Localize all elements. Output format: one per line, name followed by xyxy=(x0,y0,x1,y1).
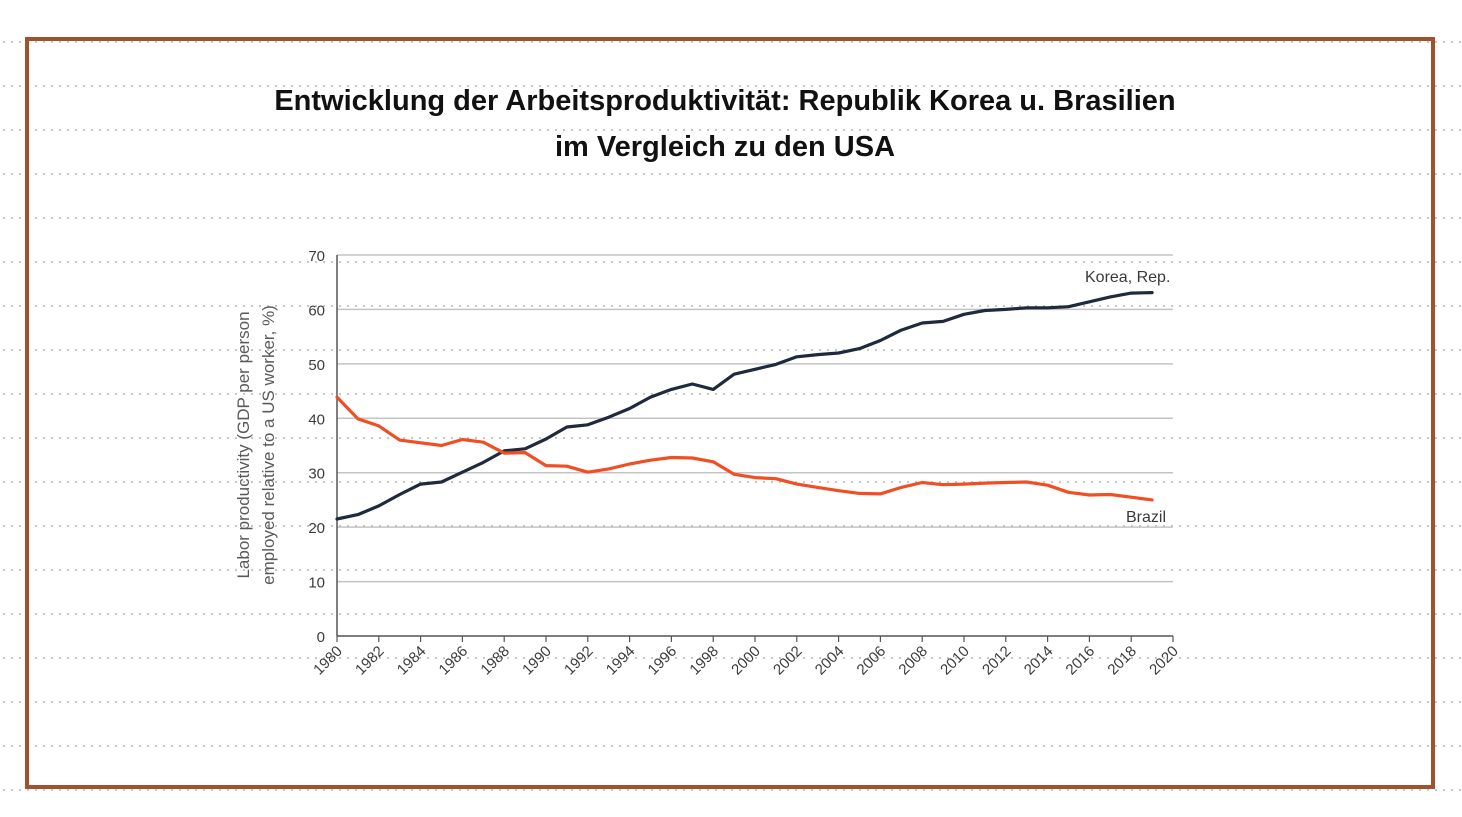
series-lines xyxy=(335,291,1154,521)
slide-frame xyxy=(25,37,1435,789)
slide-title: Entwicklung der Arbeitsproduktivität: Re… xyxy=(120,78,1330,170)
series-label-korea: Korea, Rep. xyxy=(1085,269,1170,286)
x-tick-label: 1994 xyxy=(603,643,639,679)
y-tick-label: 30 xyxy=(308,466,325,483)
x-tick-label: 1984 xyxy=(394,643,430,679)
x-tick-label: 1988 xyxy=(477,643,513,679)
x-tick-label: 2010 xyxy=(937,643,973,679)
y-tick-label: 70 xyxy=(308,248,325,265)
x-tick-label: 2008 xyxy=(895,643,931,679)
x-tick-label: 2006 xyxy=(854,643,890,679)
slide-title-line-1: Entwicklung der Arbeitsproduktivität: Re… xyxy=(274,85,1176,117)
labels: Labor productivity (GDP per person emplo… xyxy=(234,269,1170,585)
y-axis-title-line-1: Labor productivity (GDP per person xyxy=(234,311,253,578)
y-tick-label: 60 xyxy=(308,302,325,319)
x-tick-label: 1980 xyxy=(310,643,346,679)
x-tick-label: 2020 xyxy=(1146,643,1182,679)
y-axis-title-line-2: employed relative to a US worker, %) xyxy=(259,305,278,585)
series-line-brazil xyxy=(335,395,1154,502)
x-tick-label: 1992 xyxy=(561,643,597,679)
x-tick-label: 2012 xyxy=(979,643,1015,679)
x-tick-label: 2016 xyxy=(1063,643,1099,679)
x-tick-label: 1998 xyxy=(686,643,722,679)
x-tick-label: 2018 xyxy=(1104,643,1140,679)
x-tick-label: 1982 xyxy=(352,643,388,679)
x-tick-label: 1996 xyxy=(645,643,681,679)
y-tick-label: 0 xyxy=(317,629,325,646)
x-tick-label: 1990 xyxy=(519,643,555,679)
x-tick-label: 1986 xyxy=(436,643,472,679)
grid-lines xyxy=(337,254,1173,583)
y-tick-label: 40 xyxy=(308,411,325,428)
x-tick-label: 2014 xyxy=(1021,643,1057,679)
series-label-brazil: Brazil xyxy=(1126,509,1166,526)
series-line-korea xyxy=(335,291,1154,521)
y-tick-label: 50 xyxy=(308,357,325,374)
x-tick-label: 2000 xyxy=(728,643,764,679)
y-tick-label: 10 xyxy=(308,575,325,592)
x-tick-label: 2002 xyxy=(770,643,806,679)
slide-title-line-2: im Vergleich zu den USA xyxy=(554,131,896,163)
y-tick-label: 20 xyxy=(308,520,325,537)
x-tick-label: 2004 xyxy=(812,643,848,679)
